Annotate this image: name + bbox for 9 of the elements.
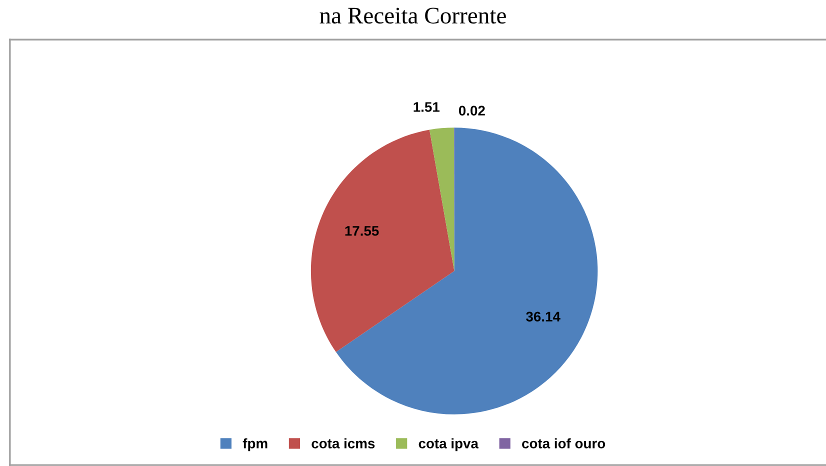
data-label: 36.14: [526, 312, 560, 322]
data-label: 0.02: [458, 106, 485, 116]
data-label: 1.51: [414, 102, 440, 112]
legend-label: cota iof ouro: [522, 438, 606, 448]
data-label: 17.55: [345, 226, 379, 236]
chart-title: na Receita Corrente: [320, 8, 506, 24]
legend-label: cota ipva: [418, 438, 479, 452]
legend-label: cota icms: [312, 438, 375, 448]
legend-label: fpm: [242, 438, 268, 452]
